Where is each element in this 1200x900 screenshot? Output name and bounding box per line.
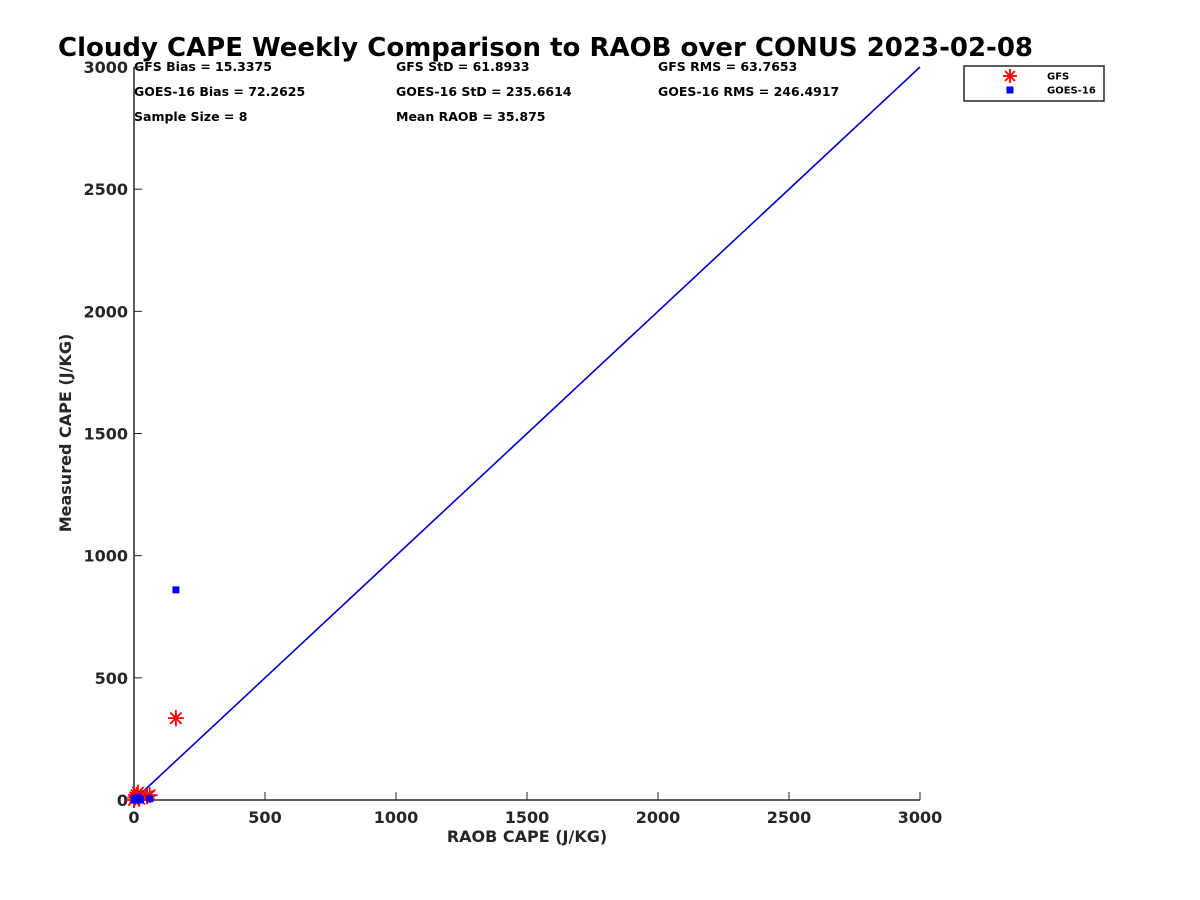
y-tick-label: 0 (117, 791, 128, 810)
stat-text: GFS RMS = 63.7653 (658, 59, 797, 74)
y-tick-label: 2500 (83, 180, 128, 199)
x-tick-label: 0 (128, 808, 139, 827)
legend-label: GFS (1047, 72, 1069, 83)
data-points (126, 586, 184, 808)
chart-title: Cloudy CAPE Weekly Comparison to RAOB ov… (58, 33, 1033, 63)
one-to-one-line (133, 66, 921, 801)
gfs-point (167, 710, 184, 727)
x-tick-label: 2000 (636, 808, 681, 827)
stat-text: Mean RAOB = 35.875 (396, 109, 545, 124)
goes-16-point (172, 586, 180, 594)
legend: GFS GOES-16 (963, 65, 1105, 102)
axes: 0 500 1000 1500 2000 2500 3000 0 500 1000 1500 2000… (83, 58, 942, 827)
x-axis-label: RAOB CAPE (J/KG) (447, 827, 607, 846)
stat-text: GOES-16 StD = 235.6614 (396, 84, 572, 99)
goes-16-point (146, 795, 154, 803)
legend-marker-gfs (1003, 69, 1017, 83)
goes-16-point (137, 796, 145, 804)
statistics-annotations: GFS Bias = 15.3375 GFS StD = 61.8933 GFS R… (134, 59, 839, 124)
stat-text: Sample Size = 8 (134, 109, 247, 124)
y-tick-label: 500 (95, 669, 128, 688)
stat-text: GFS Bias = 15.3375 (134, 59, 272, 74)
x-tick-label: 1000 (374, 808, 419, 827)
y-tick-label: 1500 (83, 425, 128, 444)
stat-text: GOES-16 Bias = 72.2625 (134, 84, 305, 99)
asterisk-stroke (143, 788, 157, 802)
x-tick-label: 1500 (505, 808, 550, 827)
x-tick-label: 3000 (898, 808, 943, 827)
y-tick-label: 3000 (83, 58, 128, 77)
asterisk-stroke (1004, 70, 1016, 82)
y-tick-label: 1000 (83, 547, 128, 566)
legend-box (963, 65, 1105, 102)
asterisk-stroke (169, 711, 183, 725)
gfs-point (141, 787, 158, 804)
y-tick-label: 2000 (83, 302, 128, 321)
x-tick-label: 500 (248, 808, 281, 827)
legend-label: GOES-16 (1047, 86, 1096, 97)
x-tick-label: 2500 (767, 808, 812, 827)
stat-text: GFS StD = 61.8933 (396, 59, 530, 74)
reference-line (133, 66, 921, 801)
legend-marker-goes-16 (1006, 86, 1014, 94)
y-axis-label: Measured CAPE (J/KG) (56, 334, 75, 533)
stat-text: GOES-16 RMS = 246.4917 (658, 84, 839, 99)
